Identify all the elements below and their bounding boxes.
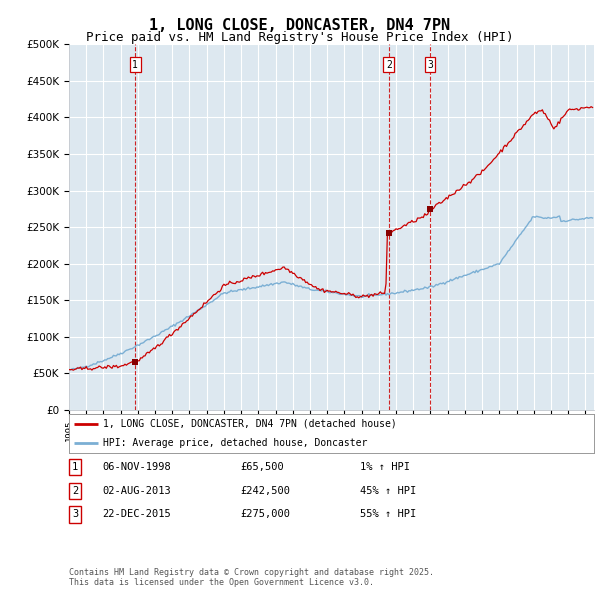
- Text: HPI: Average price, detached house, Doncaster: HPI: Average price, detached house, Donc…: [103, 438, 367, 448]
- Text: 1, LONG CLOSE, DONCASTER, DN4 7PN (detached house): 1, LONG CLOSE, DONCASTER, DN4 7PN (detac…: [103, 419, 397, 429]
- Text: 2: 2: [72, 486, 78, 496]
- Text: 2: 2: [386, 60, 392, 70]
- Text: 1, LONG CLOSE, DONCASTER, DN4 7PN: 1, LONG CLOSE, DONCASTER, DN4 7PN: [149, 18, 451, 32]
- Text: 02-AUG-2013: 02-AUG-2013: [102, 486, 171, 496]
- Text: 1: 1: [72, 463, 78, 472]
- Text: 1: 1: [133, 60, 138, 70]
- Text: 22-DEC-2015: 22-DEC-2015: [102, 510, 171, 519]
- Text: 06-NOV-1998: 06-NOV-1998: [102, 463, 171, 472]
- Text: £242,500: £242,500: [240, 486, 290, 496]
- Text: 45% ↑ HPI: 45% ↑ HPI: [360, 486, 416, 496]
- Text: 3: 3: [72, 510, 78, 519]
- Text: 1% ↑ HPI: 1% ↑ HPI: [360, 463, 410, 472]
- Text: £65,500: £65,500: [240, 463, 284, 472]
- Text: £275,000: £275,000: [240, 510, 290, 519]
- Text: Price paid vs. HM Land Registry's House Price Index (HPI): Price paid vs. HM Land Registry's House …: [86, 31, 514, 44]
- Text: 3: 3: [427, 60, 433, 70]
- Text: Contains HM Land Registry data © Crown copyright and database right 2025.
This d: Contains HM Land Registry data © Crown c…: [69, 568, 434, 587]
- Text: 55% ↑ HPI: 55% ↑ HPI: [360, 510, 416, 519]
